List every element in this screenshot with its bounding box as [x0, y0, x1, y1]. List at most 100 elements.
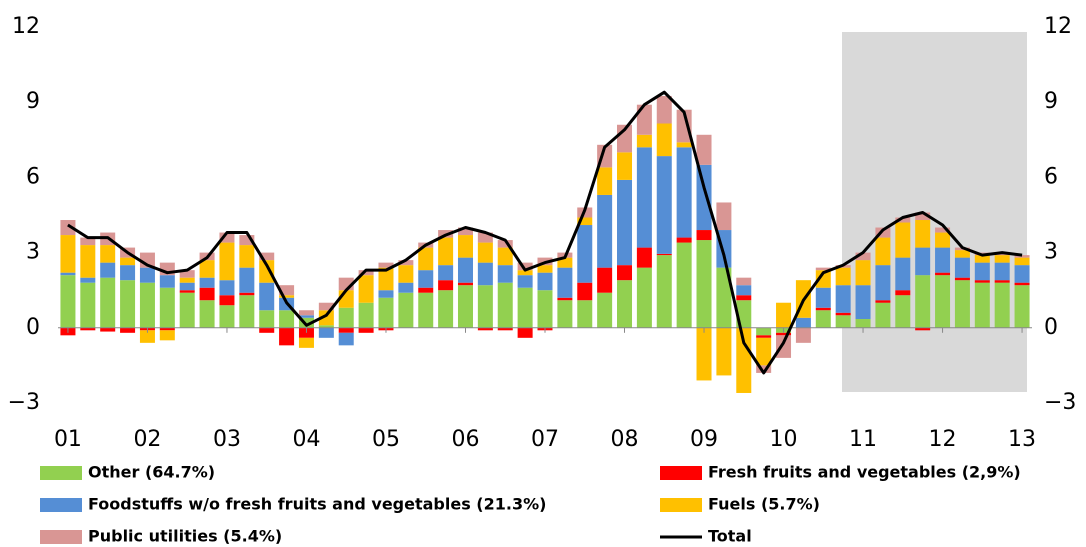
- bar: [199, 260, 215, 278]
- bar: [656, 255, 672, 328]
- bar: [239, 245, 255, 268]
- bar: [139, 282, 155, 328]
- x-tick-label: 03: [213, 427, 241, 452]
- bar: [120, 280, 136, 328]
- bar: [219, 242, 235, 281]
- bar: [617, 265, 633, 281]
- bar: [120, 265, 136, 281]
- bar: [219, 232, 235, 243]
- x-tick-label: 12: [929, 427, 957, 452]
- y-tick-label: 12: [12, 14, 40, 39]
- bar: [795, 327, 811, 343]
- bar: [358, 270, 374, 276]
- bar: [477, 285, 493, 328]
- bar: [994, 262, 1010, 281]
- bar: [179, 277, 195, 283]
- y-tick-label: 6: [26, 164, 40, 189]
- bar: [100, 262, 116, 278]
- bar: [895, 257, 911, 291]
- bar: [815, 287, 831, 308]
- bar: [776, 335, 792, 358]
- bar: [199, 287, 215, 301]
- bar: [457, 282, 473, 286]
- bar: [497, 240, 513, 248]
- bar: [994, 282, 1010, 328]
- bar: [517, 287, 533, 328]
- bar: [696, 134, 712, 165]
- bar: [60, 272, 76, 276]
- bar: [676, 109, 692, 143]
- x-tick-label: 01: [54, 427, 82, 452]
- y2-tick-label: 12: [1044, 14, 1072, 39]
- bar: [179, 292, 195, 328]
- bar: [497, 327, 513, 331]
- bar: [378, 297, 394, 328]
- bar: [298, 317, 314, 328]
- y2-tick-label: 3: [1044, 240, 1058, 265]
- bar: [497, 247, 513, 266]
- bar: [736, 277, 752, 286]
- bar: [438, 237, 454, 266]
- bar: [557, 297, 573, 301]
- bar: [477, 327, 493, 331]
- bar: [855, 260, 871, 286]
- bar: [378, 290, 394, 298]
- bar: [875, 265, 891, 301]
- bar: [438, 280, 454, 291]
- y2-tick-label: −3: [1044, 390, 1076, 415]
- bar: [815, 310, 831, 328]
- bar: [736, 285, 752, 296]
- bar: [517, 270, 533, 276]
- x-tick-label: 08: [611, 427, 639, 452]
- bar: [696, 230, 712, 241]
- bar: [259, 260, 275, 283]
- bar: [577, 300, 593, 328]
- bar: [298, 327, 314, 338]
- bar: [756, 365, 772, 373]
- bar: [1014, 257, 1030, 266]
- bar: [776, 332, 792, 336]
- bar: [1014, 255, 1030, 258]
- bar: [935, 232, 951, 248]
- x-tick-label: 07: [531, 427, 559, 452]
- bar: [577, 217, 593, 226]
- forecast-shade: [842, 32, 1027, 392]
- bar: [259, 327, 275, 333]
- legend-swatch: [660, 498, 702, 512]
- bar: [80, 245, 96, 278]
- bar: [159, 275, 175, 288]
- legend-label: Public utilities (5.4%): [88, 527, 282, 546]
- bar: [517, 327, 533, 338]
- bar: [915, 327, 931, 331]
- bar: [1014, 265, 1030, 283]
- bar: [378, 262, 394, 268]
- bar: [80, 282, 96, 328]
- bar: [756, 327, 772, 336]
- bar: [239, 295, 255, 328]
- bar: [259, 282, 275, 311]
- bar: [398, 282, 414, 293]
- bar: [100, 277, 116, 328]
- bar: [1014, 285, 1030, 328]
- bar: [338, 327, 354, 333]
- bar: [259, 310, 275, 328]
- bar: [477, 242, 493, 263]
- bar: [398, 265, 414, 283]
- bar: [298, 315, 314, 318]
- bar: [915, 220, 931, 248]
- bar: [895, 222, 911, 258]
- bar: [617, 152, 633, 180]
- bar: [597, 292, 613, 328]
- bar: [378, 267, 394, 291]
- bar: [457, 227, 473, 236]
- bar: [497, 282, 513, 328]
- bar: [159, 330, 175, 341]
- x-tick-label: 04: [292, 427, 320, 452]
- bar: [716, 202, 732, 231]
- bar: [318, 310, 334, 326]
- legend-label: Fresh fruits and vegetables (2,9%): [708, 463, 1021, 482]
- bar: [239, 267, 255, 293]
- bar: [954, 280, 970, 328]
- bar: [835, 267, 851, 286]
- bar: [954, 257, 970, 278]
